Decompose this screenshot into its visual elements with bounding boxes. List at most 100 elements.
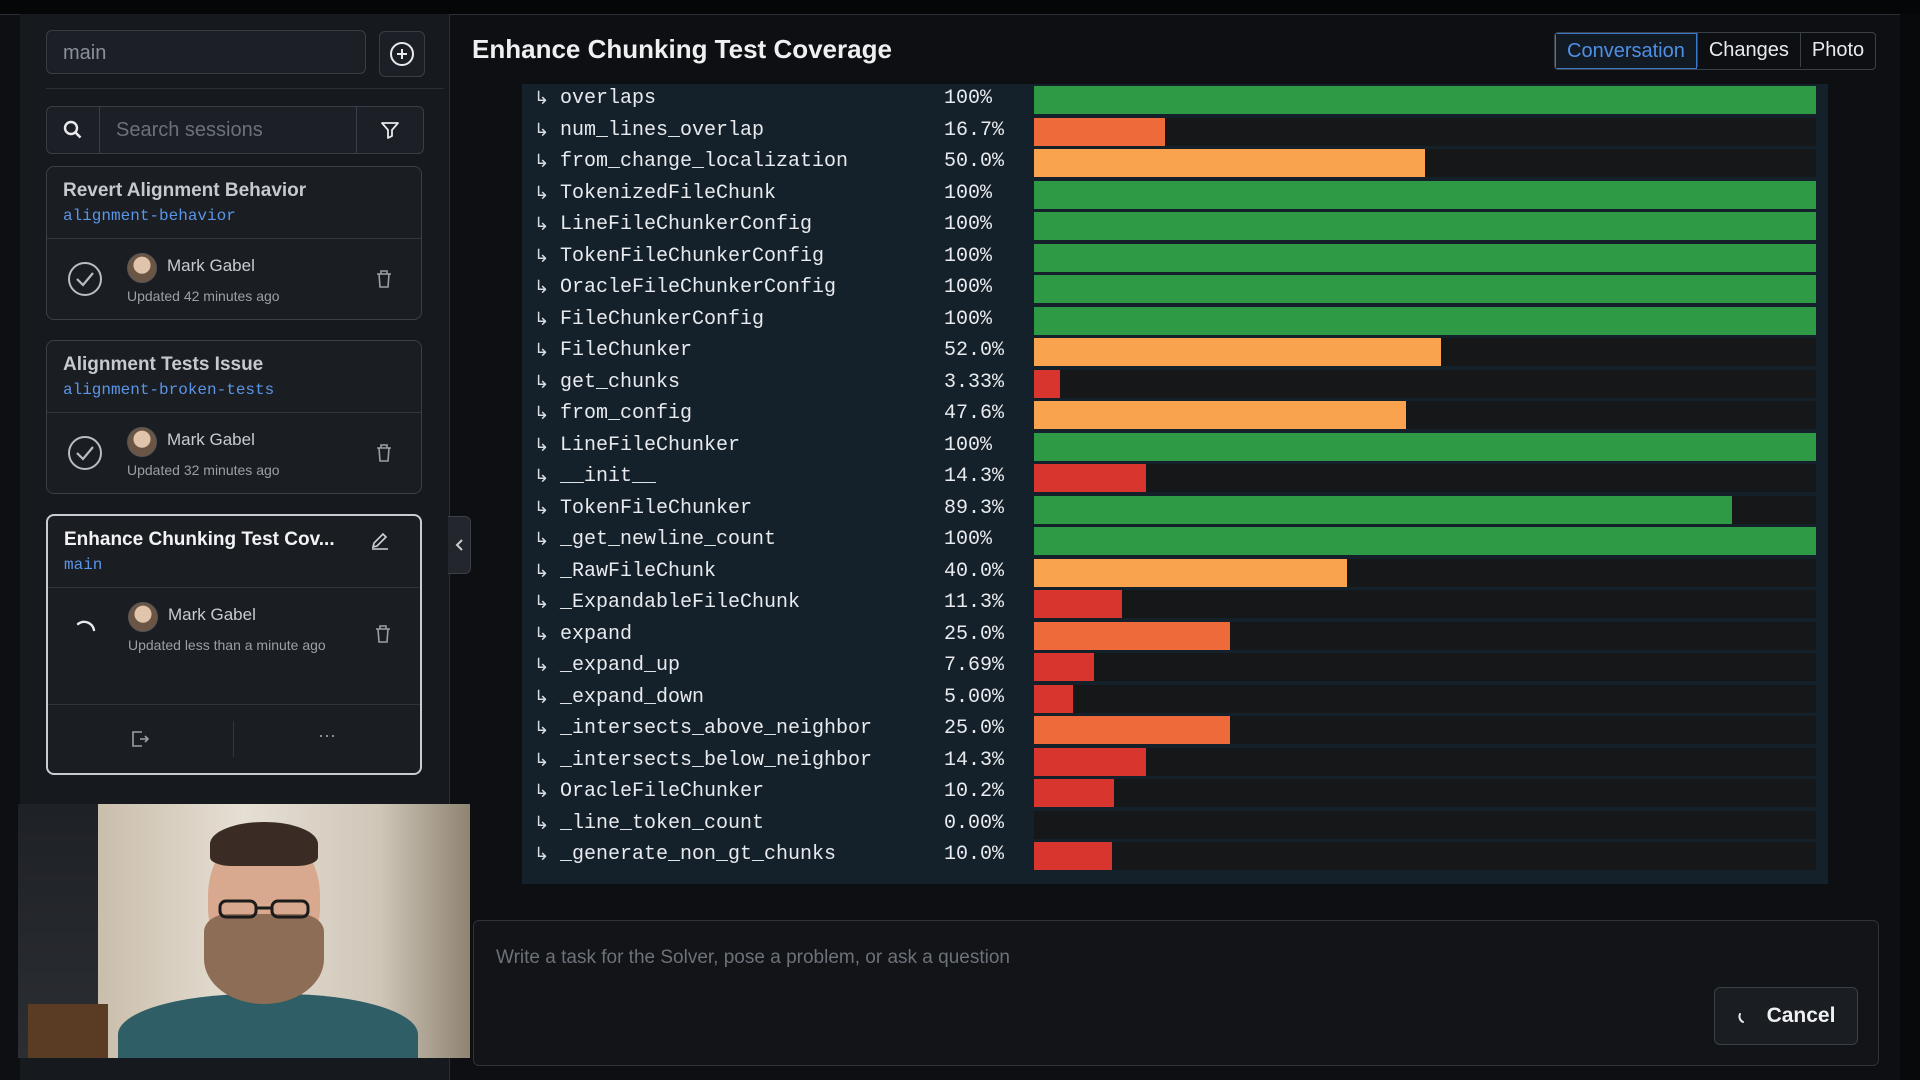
task-composer[interactable]: Write a task for the Solver, pose a prob… <box>473 920 1879 1066</box>
coverage-bar-track <box>1034 212 1816 240</box>
search-input[interactable]: Search sessions <box>116 119 263 141</box>
page-title: Enhance Chunking Test Coverage <box>472 34 892 64</box>
filter-button[interactable] <box>356 107 423 153</box>
tab-photo[interactable]: Photo <box>1799 33 1875 67</box>
cancel-button[interactable]: Cancel <box>1714 987 1858 1045</box>
session-title: Enhance Chunking Test Cov... <box>64 529 335 550</box>
coverage-percent: 100% <box>944 87 993 110</box>
session-branch: main <box>64 556 103 574</box>
session-card-body: Mark Gabel Updated 42 minutes ago <box>47 239 421 319</box>
trash-icon[interactable] <box>374 624 392 644</box>
coverage-item-name: OracleFileChunker <box>560 780 765 803</box>
coverage-percent: 5.00% <box>944 685 1005 709</box>
coverage-row: ↳ TokenizedFileChunk 100% <box>522 179 1828 211</box>
sub-item-arrow-icon: ↳ <box>534 560 550 582</box>
coverage-item-name: get_chunks <box>560 370 681 394</box>
coverage-bar-track <box>1034 810 1816 839</box>
check-circle-icon <box>68 436 102 470</box>
coverage-bar-track <box>1034 86 1816 114</box>
coverage-bar-track <box>1034 275 1816 303</box>
loading-spinner-icon <box>1738 1013 1744 1023</box>
coverage-percent: 100% <box>944 307 993 331</box>
coverage-bar-fill <box>1034 180 1816 209</box>
collapse-sidebar-button[interactable] <box>448 516 471 574</box>
chevron-left-icon <box>455 539 463 551</box>
sub-item-arrow-icon: ↳ <box>534 182 550 204</box>
session-card[interactable]: Revert Alignment Behavior alignment-beha… <box>46 166 422 320</box>
session-card-active[interactable]: Enhance Chunking Test Cov... main Mark G… <box>46 514 422 775</box>
coverage-bar-track <box>1034 590 1816 618</box>
coverage-row: ↳ overlaps 100% <box>522 84 1828 116</box>
coverage-row: ↳ expand 25.0% <box>522 620 1828 652</box>
trash-icon[interactable] <box>375 443 393 463</box>
coverage-item-name: TokenizedFileChunk <box>560 181 777 205</box>
coverage-bar-track <box>1034 495 1816 524</box>
coverage-bar-fill <box>1034 842 1113 870</box>
session-updated: Updated less than a minute ago <box>128 637 326 653</box>
coverage-bar-track <box>1034 558 1816 587</box>
tab-changes[interactable]: Changes <box>1696 33 1800 67</box>
coverage-bar-track <box>1034 306 1816 335</box>
edit-pencil-icon[interactable] <box>370 530 390 550</box>
session-card[interactable]: Alignment Tests Issue alignment-broken-t… <box>46 340 422 494</box>
sub-item-arrow-icon: ↳ <box>534 592 550 613</box>
coverage-row: ↳ num_lines_overlap 16.7% <box>522 116 1828 148</box>
coverage-row: ↳ __init__ 14.3% <box>522 462 1828 494</box>
webcam-person-glasses <box>218 899 310 919</box>
coverage-bar-track <box>1034 401 1816 429</box>
coverage-bar-track <box>1034 149 1816 177</box>
coverage-bar-fill <box>1034 747 1146 776</box>
coverage-percent: 7.69% <box>944 654 1005 677</box>
coverage-bar-fill <box>1034 653 1095 681</box>
exit-icon[interactable] <box>130 729 150 749</box>
coverage-bar-fill <box>1034 369 1061 398</box>
task-input[interactable]: Write a task for the Solver, pose a prob… <box>496 947 1010 968</box>
session-updated: Updated 42 minutes ago <box>127 288 280 304</box>
coverage-percent: 52.0% <box>944 339 1005 362</box>
more-options-button[interactable]: ··· <box>318 725 336 745</box>
sub-item-arrow-icon: ↳ <box>534 245 550 267</box>
session-card-header: Revert Alignment Behavior alignment-beha… <box>47 167 421 239</box>
sub-item-arrow-icon: ↳ <box>534 434 550 456</box>
session-card-header: Alignment Tests Issue alignment-broken-t… <box>47 341 421 413</box>
sub-item-arrow-icon: ↳ <box>534 371 550 393</box>
coverage-row: ↳ get_chunks 3.33% <box>522 368 1828 400</box>
sub-item-arrow-icon: ↳ <box>534 403 550 424</box>
coverage-percent: 0.00% <box>944 811 1005 835</box>
coverage-item-name: expand <box>560 622 633 646</box>
trash-icon[interactable] <box>375 269 393 289</box>
coverage-percent: 10.0% <box>944 843 1005 866</box>
coverage-row: ↳ _ExpandableFileChunk 11.3% <box>522 588 1828 620</box>
coverage-bar-track <box>1034 527 1816 555</box>
coverage-percent: 40.0% <box>944 559 1005 583</box>
coverage-row: ↳ _get_newline_count 100% <box>522 525 1828 557</box>
coverage-item-name: _expand_up <box>560 654 681 677</box>
coverage-row: ↳ LineFileChunkerConfig 100% <box>522 210 1828 242</box>
search-button[interactable] <box>47 107 100 153</box>
new-session-button[interactable] <box>379 31 425 77</box>
coverage-bar-track <box>1034 747 1816 776</box>
coverage-row: ↳ TokenFileChunkerConfig 100% <box>522 242 1828 274</box>
branch-input[interactable]: main <box>46 30 366 74</box>
sub-item-arrow-icon: ↳ <box>534 623 550 645</box>
coverage-percent: 25.0% <box>944 717 1005 740</box>
coverage-bar-fill <box>1034 716 1230 744</box>
coverage-bar-track <box>1034 117 1816 146</box>
coverage-bar-track <box>1034 779 1816 807</box>
coverage-row: ↳ _expand_down 5.00% <box>522 683 1828 715</box>
coverage-percent: 14.3% <box>944 465 1005 488</box>
view-tabs: Conversation Changes Photo <box>1554 32 1877 70</box>
check-circle-icon <box>68 262 102 296</box>
coverage-percent: 100% <box>944 244 993 268</box>
tab-conversation[interactable]: Conversation <box>1555 33 1697 69</box>
webcam-person-beard <box>204 914 324 1004</box>
webcam-person-hair <box>210 822 318 866</box>
sub-item-arrow-icon: ↳ <box>534 844 550 865</box>
coverage-bar-fill <box>1034 432 1816 461</box>
sub-item-arrow-icon: ↳ <box>534 119 550 141</box>
coverage-item-name: overlaps <box>560 87 657 110</box>
coverage-bar-fill <box>1034 338 1441 366</box>
avatar <box>127 253 157 283</box>
session-card-actions: ··· <box>48 704 420 773</box>
coverage-bar-fill <box>1034 212 1816 240</box>
